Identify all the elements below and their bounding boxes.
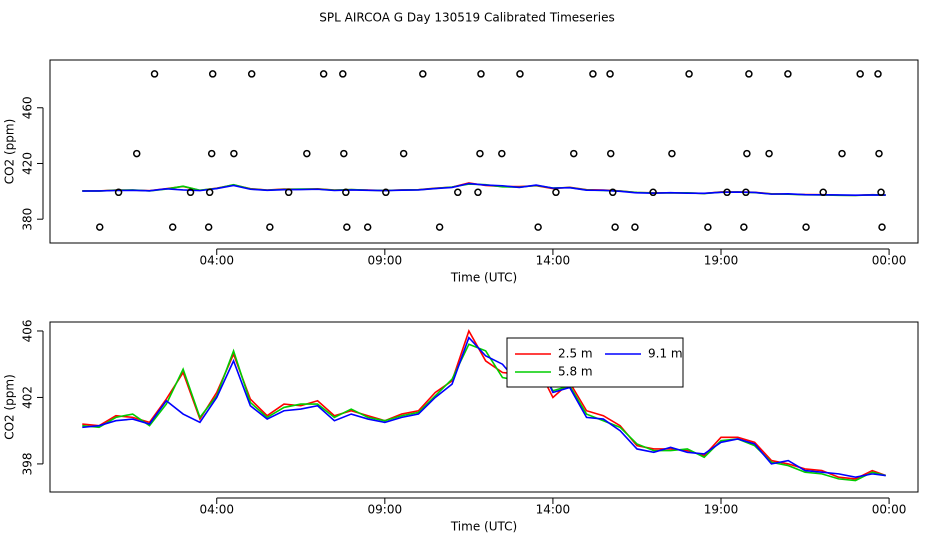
series-line <box>82 336 886 479</box>
point <box>802 223 810 231</box>
point <box>649 188 657 197</box>
legend-label: 2.5 m <box>558 347 593 361</box>
point <box>382 188 390 197</box>
point <box>207 149 216 158</box>
x-tick-label: 04:00 <box>199 254 234 268</box>
point <box>819 188 827 197</box>
y-tick-label: 380 <box>21 208 35 231</box>
point <box>319 70 328 78</box>
point <box>552 188 560 197</box>
x-axis-label: Time (UTC) <box>450 271 517 285</box>
point <box>606 149 615 158</box>
series-line <box>82 329 887 480</box>
point <box>266 223 274 231</box>
point <box>874 70 882 78</box>
point <box>765 149 773 158</box>
plot-frame <box>49 321 919 493</box>
point <box>723 188 731 197</box>
legend-box <box>506 337 684 388</box>
point <box>743 149 751 158</box>
x-tick-label: 14:00 <box>536 254 571 268</box>
y-tick-label: 398 <box>21 452 35 475</box>
point <box>114 188 123 197</box>
x-tick-label: 09:00 <box>368 503 403 517</box>
point <box>838 149 846 158</box>
point <box>342 188 350 197</box>
point <box>363 223 372 231</box>
point <box>168 223 177 231</box>
point <box>631 223 639 231</box>
point <box>435 223 444 231</box>
x-tick-label: 04:00 <box>199 503 234 517</box>
point <box>476 149 484 158</box>
y-tick-label: 420 <box>21 152 35 175</box>
figure-title: SPL AIRCOA G Day 130519 Calibrated Times… <box>319 11 614 25</box>
point <box>878 223 886 231</box>
point <box>534 223 542 231</box>
x-tick-label: 14:00 <box>536 503 571 517</box>
point <box>96 223 104 231</box>
point <box>606 70 614 78</box>
point <box>589 70 597 78</box>
point <box>740 223 748 231</box>
point <box>498 149 506 158</box>
point <box>343 223 351 231</box>
point <box>186 188 195 197</box>
x-tick-label: 00:00 <box>872 254 907 268</box>
legend-label: 5.8 m <box>558 365 593 379</box>
point <box>205 188 214 197</box>
point <box>419 70 427 78</box>
y-axis-label: CO2 (ppm) <box>3 374 17 440</box>
point <box>247 70 256 78</box>
point <box>303 149 311 158</box>
point <box>516 70 524 78</box>
plot-frame <box>49 59 919 244</box>
point <box>474 188 482 197</box>
point <box>477 70 485 78</box>
y-tick-label: 406 <box>21 320 35 343</box>
point <box>668 149 676 158</box>
point <box>570 149 578 158</box>
point <box>339 70 347 78</box>
point <box>204 223 213 231</box>
point <box>230 149 238 158</box>
x-tick-label: 00:00 <box>872 503 907 517</box>
point <box>454 188 462 197</box>
point <box>784 70 792 78</box>
point <box>208 70 217 78</box>
series-line <box>82 182 886 197</box>
point <box>611 223 619 231</box>
x-axis-label: Time (UTC) <box>450 520 517 534</box>
point <box>742 188 750 197</box>
point <box>745 70 753 78</box>
point <box>875 149 883 158</box>
x-tick-label: 19:00 <box>704 254 739 268</box>
point <box>856 70 864 78</box>
point <box>609 188 617 197</box>
point <box>877 188 885 197</box>
point <box>340 149 348 158</box>
point <box>704 223 712 231</box>
point <box>685 70 693 78</box>
point <box>150 70 159 78</box>
point <box>284 188 293 197</box>
x-tick-label: 19:00 <box>704 503 739 517</box>
point <box>399 149 408 158</box>
point <box>132 149 141 158</box>
x-tick-label: 09:00 <box>368 254 403 268</box>
legend-label: 9.1 m <box>648 347 683 361</box>
y-tick-label: 460 <box>21 96 35 119</box>
y-axis-label: CO2 (ppm) <box>3 119 17 185</box>
y-tick-label: 402 <box>21 386 35 409</box>
